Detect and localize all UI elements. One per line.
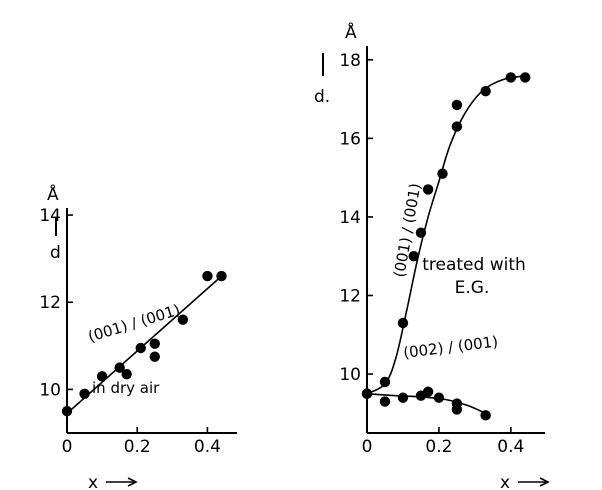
right-data-point <box>480 410 491 421</box>
right-data-point <box>379 396 391 407</box>
panel-treated-eg: Å d. (001) / (001) (002) / (001) treated… <box>314 21 550 490</box>
left-data-point <box>177 314 189 325</box>
right-data-point <box>520 72 531 83</box>
right-x-tick-label: 0 <box>362 437 373 457</box>
right-xlabel: x <box>500 473 510 490</box>
right-x-tick-label: 0.4 <box>497 437 524 457</box>
left-ylabel: d <box>50 243 61 263</box>
right-data-point <box>480 86 491 97</box>
right-data-point <box>397 392 409 403</box>
left-ylabel-unit: Å <box>47 183 59 205</box>
left-x-tick-label: 0 <box>62 437 73 457</box>
left-data-point <box>216 270 227 282</box>
right-data-point <box>361 388 373 399</box>
left-data-point <box>61 406 73 417</box>
right-y-tick-label: 16 <box>339 129 361 149</box>
right-data-point <box>379 376 391 388</box>
left-data-point <box>149 351 160 362</box>
right-y-tick-label: 10 <box>339 365 361 385</box>
right-condition-label-1: treated with <box>422 255 526 275</box>
right-data-point <box>505 72 517 83</box>
right-data-point <box>422 184 434 195</box>
left-condition-label: in dry air <box>92 379 160 397</box>
left-data-point <box>202 270 213 282</box>
right-data-point <box>422 386 434 397</box>
left-y-tick-label: 14 <box>39 206 61 226</box>
right-data-point <box>451 99 463 111</box>
left-data-point <box>121 368 132 380</box>
right-y-tick-label: 18 <box>339 51 361 71</box>
left-x-tick-label: 0.4 <box>194 437 221 457</box>
right-ylabel: d. <box>314 87 330 107</box>
right-data-point <box>451 404 463 415</box>
left-data-point <box>114 362 125 373</box>
left-x-tick-label: 0.2 <box>124 437 151 457</box>
right-y-tick-label: 14 <box>339 208 361 228</box>
right-x-tick-label: 0.2 <box>425 437 452 457</box>
right-data-point <box>408 251 419 262</box>
left-data-point <box>149 338 160 349</box>
right-data-point <box>397 317 409 329</box>
right-data-point <box>415 227 427 238</box>
right-xlabel-arrow-head <box>539 477 550 487</box>
right-ylabel-unit: Å <box>345 21 357 43</box>
left-data-point <box>79 388 90 399</box>
panel-dry-air: Å d (001) / (001) in dry air x 0 0.2 0.410… <box>39 183 237 490</box>
right-condition-label-2: E.G. <box>455 278 490 298</box>
left-data-point <box>135 342 146 354</box>
right-data-point <box>451 121 463 132</box>
right-series-label-002: (002) / (001) <box>402 332 499 361</box>
left-data-point <box>96 371 108 382</box>
right-y-tick-label: 12 <box>339 287 361 307</box>
right-data-point <box>433 392 445 403</box>
left-y-tick-label: 12 <box>39 293 61 313</box>
left-y-tick-label: 10 <box>39 380 61 400</box>
right-data-point <box>437 168 448 179</box>
left-xlabel: x <box>88 473 98 490</box>
left-xlabel-arrow-head <box>127 477 138 487</box>
